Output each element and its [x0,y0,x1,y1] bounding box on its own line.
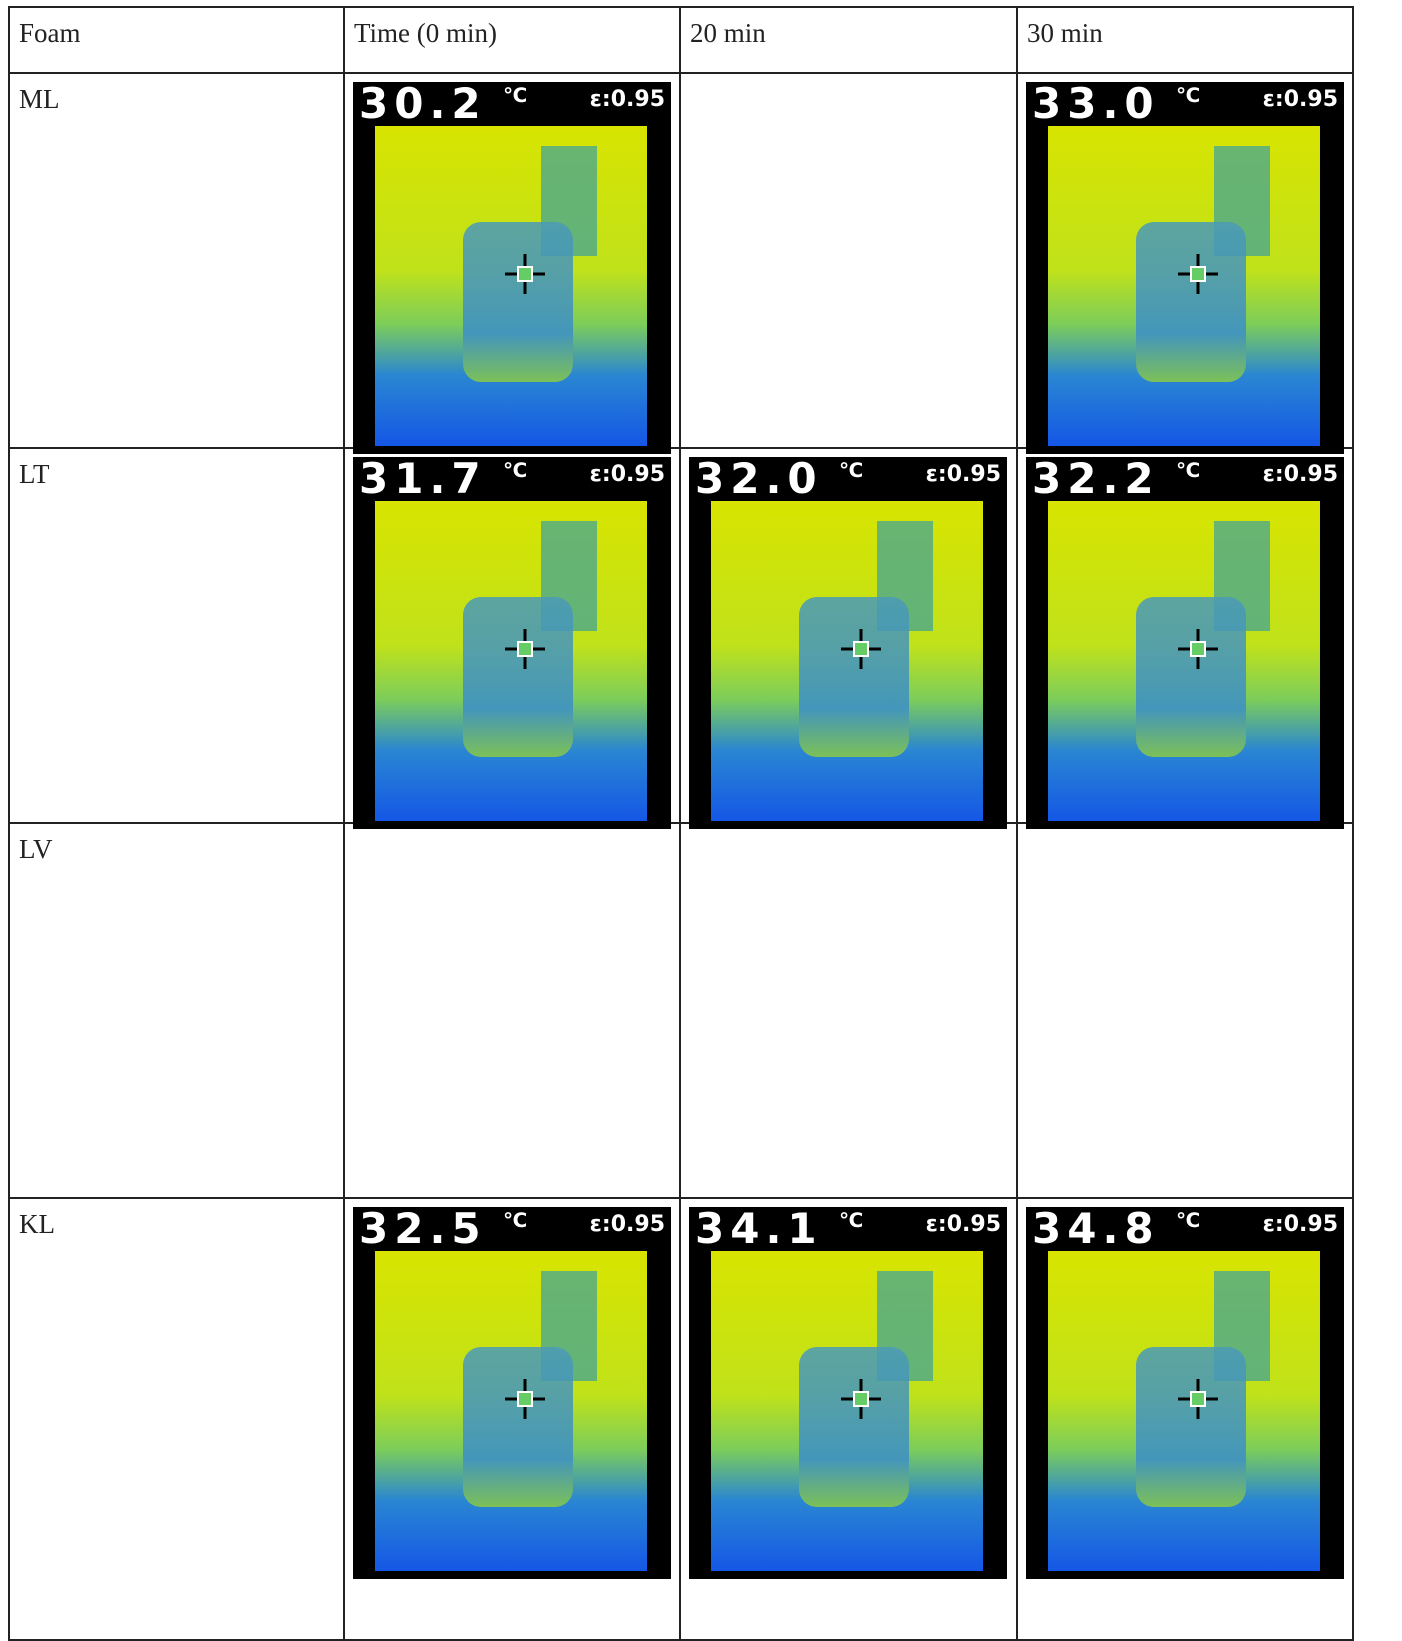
image-cell: 34.8 ℃ ε:0.95 [1016,1197,1354,1641]
temperature-unit: ℃ [839,1208,863,1232]
table-row: ML 30.2 ℃ ε:0.95 33.0 ℃ ε:0.95 [8,72,1354,454]
temperature: 32.5 [359,1207,487,1253]
image-cell: 32.0 ℃ ε:0.95 [679,447,1018,829]
emissivity: ε:0.95 [590,87,665,112]
table: Foam Time (0 min) 20 min 30 min ML 30.2 ℃ ε:0.9… [8,6,1354,1641]
foam-label: LT [19,459,50,489]
temperature-unit: ℃ [1176,1208,1200,1232]
emissivity: ε:0.95 [926,1212,1001,1237]
header-cell: 30 min [1016,6,1354,74]
emissivity: ε:0.95 [1263,1212,1338,1237]
header-cell: Time (0 min) [343,6,681,74]
temperature: 30.2 [359,82,487,128]
thermal-image: 30.2 ℃ ε:0.95 [353,82,671,454]
emissivity: ε:0.95 [590,462,665,487]
image-cell: 32.5 ℃ ε:0.95 [343,1197,681,1641]
image-cell: 32.2 ℃ ε:0.95 [1016,447,1354,829]
crosshair-box [517,266,533,282]
subject [1136,222,1246,382]
image-cell: 33.0 ℃ ε:0.95 [1016,72,1354,454]
crosshair-box [517,1391,533,1407]
crosshair-box [1190,1391,1206,1407]
header-cell: Foam [8,6,345,74]
temperature: 31.7 [359,457,487,503]
foam-cell: LT [8,447,345,824]
crosshair-box [853,641,869,657]
image-cell: 31.7 ℃ ε:0.95 [343,447,681,829]
thermal-image: 32.0 ℃ ε:0.95 [689,457,1007,829]
image-cell [679,822,1018,1199]
subject [463,1347,573,1507]
thermal-image: 31.7 ℃ ε:0.95 [353,457,671,829]
temperature-unit: ℃ [1176,458,1200,482]
image-cell: 34.1 ℃ ε:0.95 [679,1197,1018,1641]
header-cell: 20 min [679,6,1018,74]
temperature: 34.8 [1032,1207,1160,1253]
image-cell [343,822,681,1199]
foam-cell: ML [8,72,345,449]
temperature-unit: ℃ [1176,83,1200,107]
emissivity: ε:0.95 [926,462,1001,487]
image-cell [679,72,1018,449]
crosshair-box [517,641,533,657]
thermal-image: 34.1 ℃ ε:0.95 [689,1207,1007,1579]
image-cell: 30.2 ℃ ε:0.95 [343,72,681,454]
header-row: Foam Time (0 min) 20 min 30 min [8,6,1354,74]
thermal-image: 32.5 ℃ ε:0.95 [353,1207,671,1579]
temperature-unit: ℃ [839,458,863,482]
emissivity: ε:0.95 [1263,87,1338,112]
header-text: Time (0 min) [354,18,498,48]
thermal-image: 34.8 ℃ ε:0.95 [1026,1207,1344,1579]
subject [1136,1347,1246,1507]
subject [463,222,573,382]
emissivity: ε:0.95 [590,1212,665,1237]
header-text: 30 min [1027,18,1103,48]
crosshair-box [853,1391,869,1407]
table-row: KL 32.5 ℃ ε:0.95 34.1 ℃ ε:0.95 34.8 ℃ ε:0.95 [8,1197,1354,1641]
subject [799,1347,909,1507]
crosshair-box [1190,266,1206,282]
crosshair-box [1190,641,1206,657]
header-text: Foam [19,18,81,48]
temperature-unit: ℃ [503,83,527,107]
table-row: LT 31.7 ℃ ε:0.95 32.0 ℃ ε:0.95 32.2 ℃ ε:0.95 [8,447,1354,829]
foam-label: KL [19,1209,55,1239]
foam-cell: LV [8,822,345,1199]
subject [799,597,909,757]
thermal-image: 33.0 ℃ ε:0.95 [1026,82,1344,454]
thermal-image: 32.2 ℃ ε:0.95 [1026,457,1344,829]
header-text: 20 min [690,18,766,48]
subject [1136,597,1246,757]
foam-cell: KL [8,1197,345,1641]
temperature-unit: ℃ [503,458,527,482]
subject [463,597,573,757]
temperature: 32.2 [1032,457,1160,503]
temperature: 33.0 [1032,82,1160,128]
temperature: 34.1 [695,1207,823,1253]
temperature-unit: ℃ [503,1208,527,1232]
emissivity: ε:0.95 [1263,462,1338,487]
image-cell [1016,822,1354,1199]
temperature: 32.0 [695,457,823,503]
foam-label: ML [19,84,60,114]
table-row: LV [8,822,1354,1199]
foam-label: LV [19,834,53,864]
